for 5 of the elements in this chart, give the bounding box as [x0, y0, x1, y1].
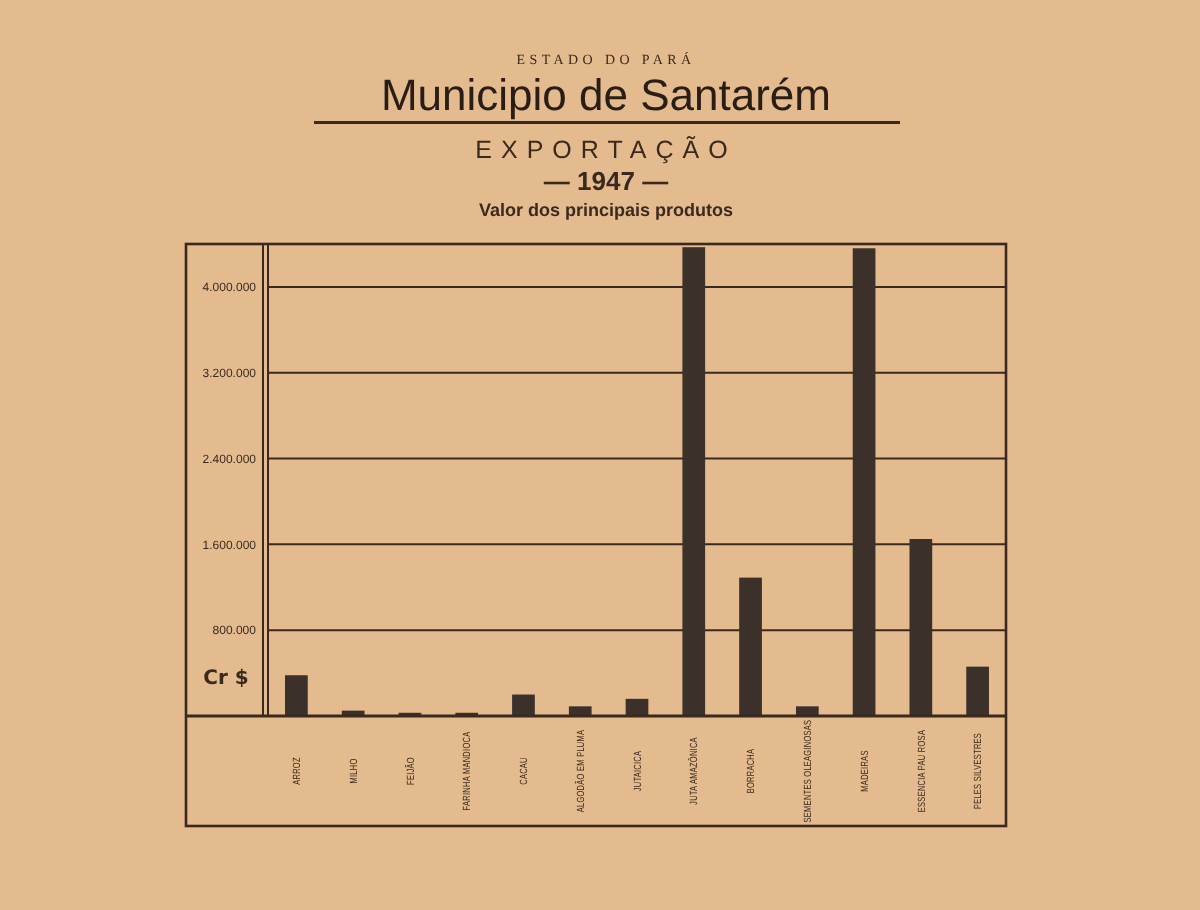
- y-axis-title: Cr $: [203, 668, 249, 690]
- chart-subtitle: Valor dos principais produtos: [478, 200, 734, 220]
- text: EXPORTAÇÃO: [475, 136, 737, 164]
- text: — 1947 —: [543, 166, 669, 196]
- chart-title: Municipio de Santarém: [380, 70, 832, 120]
